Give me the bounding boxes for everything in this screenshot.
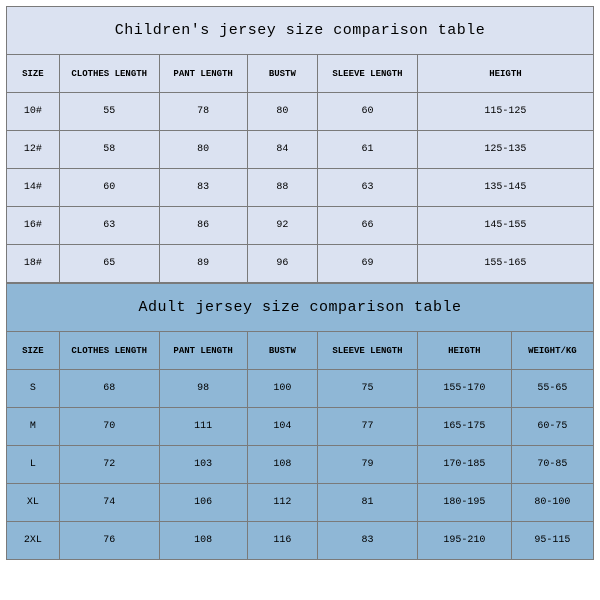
cell: 195-210 (417, 522, 511, 560)
cell: 65 (59, 245, 159, 283)
col-header: SLEEVE LENGTH (318, 55, 418, 93)
cell: 170-185 (417, 446, 511, 484)
cell: 61 (318, 131, 418, 169)
cell: 70-85 (511, 446, 593, 484)
cell: 116 (247, 522, 317, 560)
col-header: BUSTW (247, 332, 317, 370)
cell: 165-175 (417, 408, 511, 446)
col-header: CLOTHES LENGTH (59, 55, 159, 93)
cell: 16# (7, 207, 60, 245)
cell: 2XL (7, 522, 60, 560)
cell: 104 (247, 408, 317, 446)
cell: 108 (159, 522, 247, 560)
cell: 98 (159, 370, 247, 408)
cell: 95-115 (511, 522, 593, 560)
cell: 60-75 (511, 408, 593, 446)
table-title-row: Adult jersey size comparison table (7, 284, 594, 332)
cell: 108 (247, 446, 317, 484)
cell: 106 (159, 484, 247, 522)
cell: 80 (159, 131, 247, 169)
cell: 69 (318, 245, 418, 283)
cell: 80 (247, 93, 317, 131)
table-row: 10# 55 78 80 60 115-125 (7, 93, 594, 131)
col-header: PANT LENGTH (159, 332, 247, 370)
cell: 83 (318, 522, 418, 560)
table-row: 16# 63 86 92 66 145-155 (7, 207, 594, 245)
cell: 70 (59, 408, 159, 446)
cell: XL (7, 484, 60, 522)
col-header: SIZE (7, 332, 60, 370)
cell: 96 (247, 245, 317, 283)
col-header: SIZE (7, 55, 60, 93)
cell: 145-155 (417, 207, 593, 245)
col-header: SLEEVE LENGTH (318, 332, 418, 370)
table-row: 14# 60 83 88 63 135-145 (7, 169, 594, 207)
cell: 84 (247, 131, 317, 169)
cell: 79 (318, 446, 418, 484)
adult-table-title: Adult jersey size comparison table (7, 284, 594, 332)
col-header: HEIGTH (417, 332, 511, 370)
cell: 75 (318, 370, 418, 408)
col-header: BUSTW (247, 55, 317, 93)
cell: 103 (159, 446, 247, 484)
col-header: WEIGHT/KG (511, 332, 593, 370)
col-header: CLOTHES LENGTH (59, 332, 159, 370)
cell: 155-165 (417, 245, 593, 283)
col-header: PANT LENGTH (159, 55, 247, 93)
cell: 78 (159, 93, 247, 131)
table-row: L 72 103 108 79 170-185 70-85 (7, 446, 594, 484)
cell: 76 (59, 522, 159, 560)
cell: 55 (59, 93, 159, 131)
cell: 60 (318, 93, 418, 131)
cell: 112 (247, 484, 317, 522)
cell: 125-135 (417, 131, 593, 169)
table-row: 2XL 76 108 116 83 195-210 95-115 (7, 522, 594, 560)
table-row: 18# 65 89 96 69 155-165 (7, 245, 594, 283)
cell: 10# (7, 93, 60, 131)
table-row: 12# 58 80 84 61 125-135 (7, 131, 594, 169)
table-row: M 70 111 104 77 165-175 60-75 (7, 408, 594, 446)
cell: 12# (7, 131, 60, 169)
children-size-table: Children's jersey size comparison table … (6, 6, 594, 283)
cell: 92 (247, 207, 317, 245)
cell: S (7, 370, 60, 408)
cell: 55-65 (511, 370, 593, 408)
cell: 111 (159, 408, 247, 446)
cell: 100 (247, 370, 317, 408)
col-header: HEIGTH (417, 55, 593, 93)
cell: 83 (159, 169, 247, 207)
cell: 88 (247, 169, 317, 207)
table-row: XL 74 106 112 81 180-195 80-100 (7, 484, 594, 522)
cell: 89 (159, 245, 247, 283)
cell: 77 (318, 408, 418, 446)
cell: L (7, 446, 60, 484)
cell: 68 (59, 370, 159, 408)
cell: 14# (7, 169, 60, 207)
table-header-row: SIZE CLOTHES LENGTH PANT LENGTH BUSTW SL… (7, 332, 594, 370)
cell: 180-195 (417, 484, 511, 522)
table-title-row: Children's jersey size comparison table (7, 7, 594, 55)
cell: 58 (59, 131, 159, 169)
cell: 86 (159, 207, 247, 245)
children-table-title: Children's jersey size comparison table (7, 7, 594, 55)
cell: 74 (59, 484, 159, 522)
cell: M (7, 408, 60, 446)
table-header-row: SIZE CLOTHES LENGTH PANT LENGTH BUSTW SL… (7, 55, 594, 93)
cell: 63 (318, 169, 418, 207)
cell: 72 (59, 446, 159, 484)
cell: 60 (59, 169, 159, 207)
cell: 115-125 (417, 93, 593, 131)
cell: 155-170 (417, 370, 511, 408)
adult-size-table: Adult jersey size comparison table SIZE … (6, 283, 594, 560)
cell: 135-145 (417, 169, 593, 207)
cell: 18# (7, 245, 60, 283)
cell: 80-100 (511, 484, 593, 522)
cell: 81 (318, 484, 418, 522)
cell: 63 (59, 207, 159, 245)
table-row: S 68 98 100 75 155-170 55-65 (7, 370, 594, 408)
cell: 66 (318, 207, 418, 245)
